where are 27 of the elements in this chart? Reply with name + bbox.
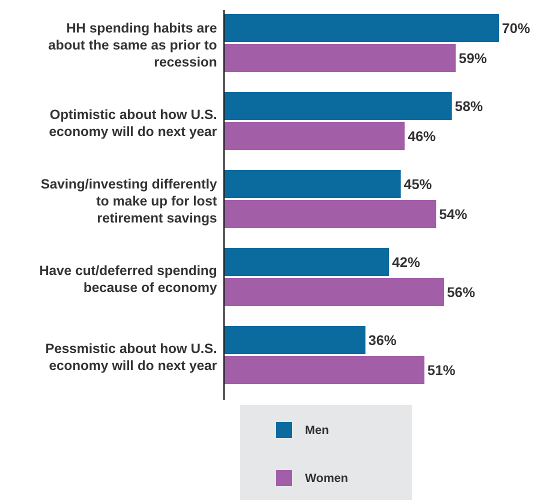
- bar: [224, 44, 456, 72]
- data-label: 45%: [404, 176, 432, 192]
- data-label: 46%: [408, 128, 436, 144]
- data-label: 54%: [439, 206, 468, 222]
- data-label: 36%: [368, 332, 397, 348]
- y-tick-label: Have cut/deferred spending because of economy: [39, 263, 218, 296]
- y-tick-label: Saving/investing differently to make up for lost retirement savings: [40, 176, 218, 226]
- data-label: 42%: [392, 254, 421, 270]
- legend-label: Women: [305, 471, 348, 486]
- bar: [224, 278, 444, 306]
- legend-label: Men: [305, 423, 329, 438]
- bar: [224, 248, 389, 276]
- data-label: 56%: [447, 284, 476, 300]
- data-label: 51%: [427, 362, 456, 378]
- bar: [224, 14, 499, 42]
- bar: [224, 122, 405, 150]
- bar: [224, 356, 424, 384]
- data-label: 59%: [458, 50, 488, 66]
- y-tick-label: HH spending habits are about the same as prior to recession: [48, 20, 218, 70]
- bar: [224, 92, 452, 120]
- bar: [224, 326, 366, 354]
- y-tick-label: Optimistic about how U.S. economy will do next year: [48, 107, 218, 140]
- data-label: 58%: [454, 98, 484, 114]
- data-label: 70%: [502, 20, 531, 36]
- y-tick-label: Pessmistic about how U.S. economy will do next year: [45, 341, 218, 374]
- bar: [224, 200, 436, 228]
- bar: [224, 170, 401, 198]
